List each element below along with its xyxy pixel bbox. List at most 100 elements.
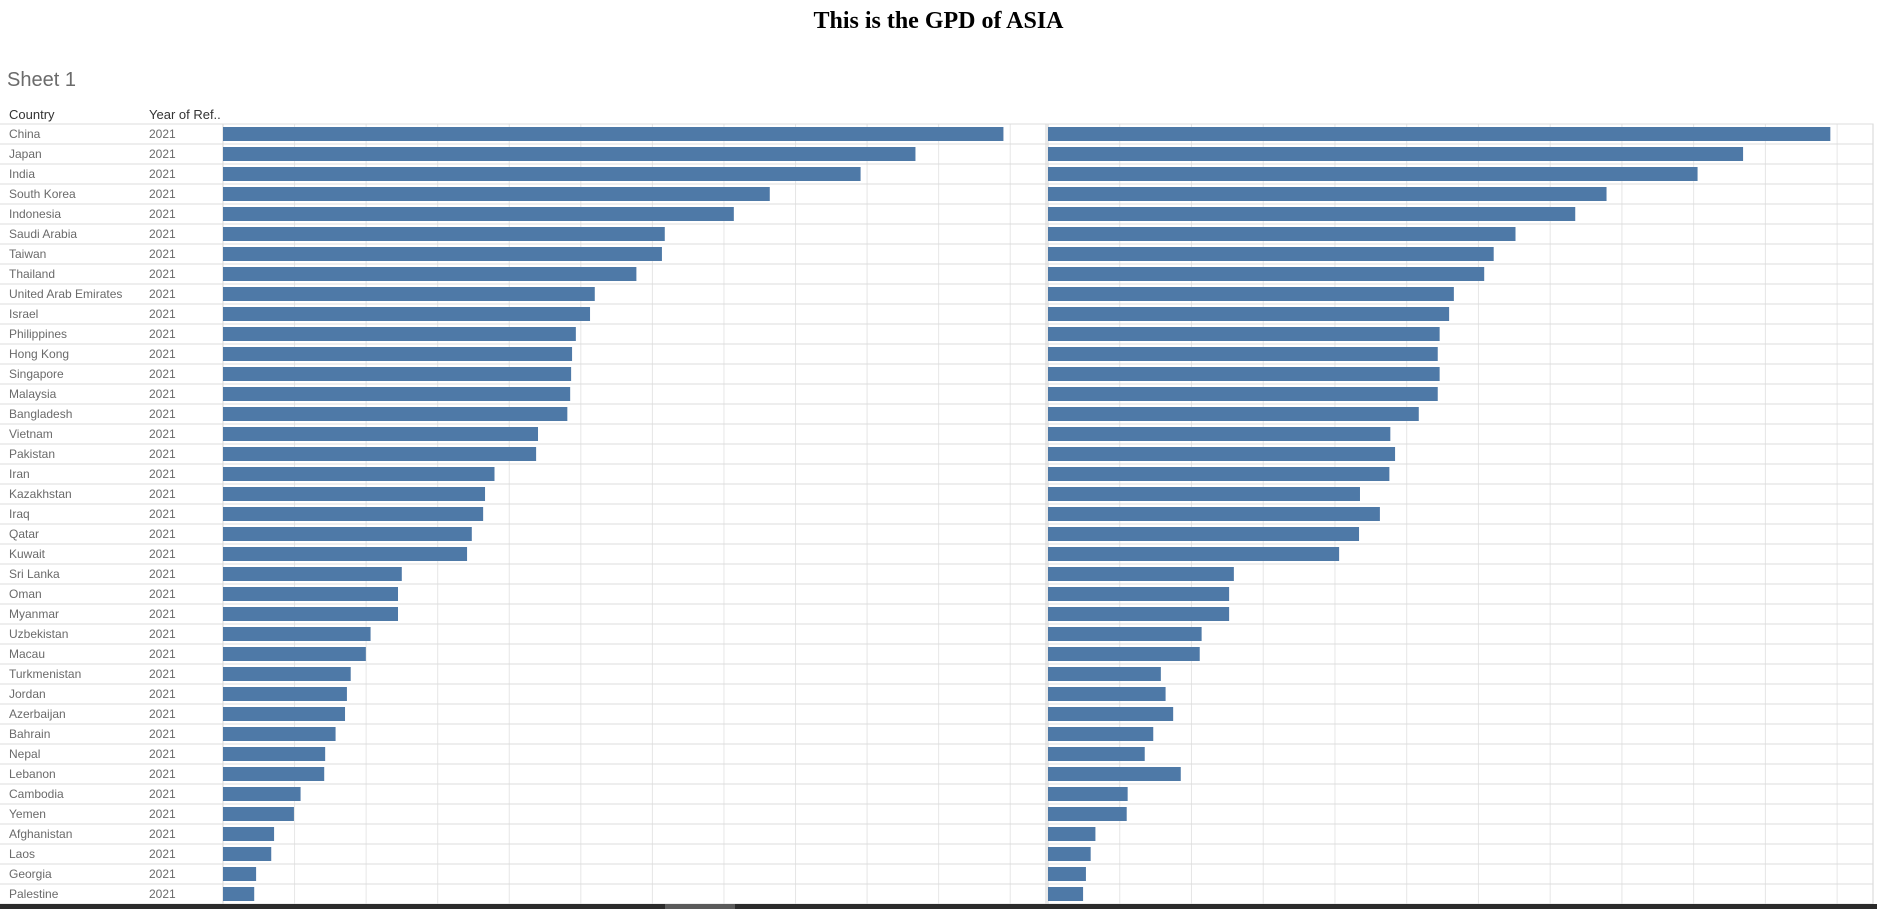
year-label: 2021 <box>149 387 176 401</box>
horizontal-scrollbar[interactable] <box>0 904 1877 909</box>
country-label: Hong Kong <box>9 347 69 361</box>
bar[interactable] <box>223 667 351 681</box>
bar[interactable] <box>1048 287 1454 301</box>
country-label: Indonesia <box>9 207 61 221</box>
bar[interactable] <box>223 287 595 301</box>
bar[interactable] <box>1048 827 1096 841</box>
year-label: 2021 <box>149 467 176 481</box>
bar[interactable] <box>223 767 325 781</box>
bar[interactable] <box>223 307 591 321</box>
country-label: Yemen <box>9 807 46 821</box>
year-label: 2021 <box>149 747 176 761</box>
bar[interactable] <box>223 447 537 461</box>
bar[interactable] <box>1048 487 1360 501</box>
bar[interactable] <box>1048 507 1380 521</box>
bar[interactable] <box>1048 627 1202 641</box>
bar[interactable] <box>1048 327 1440 341</box>
bar[interactable] <box>223 347 573 361</box>
bar[interactable] <box>223 647 366 661</box>
bar[interactable] <box>1048 307 1450 321</box>
bar[interactable] <box>1048 367 1440 381</box>
bar[interactable] <box>223 847 272 861</box>
bar[interactable] <box>1048 847 1091 861</box>
bar[interactable] <box>1048 807 1127 821</box>
bar[interactable] <box>1048 447 1396 461</box>
bar[interactable] <box>1048 167 1698 181</box>
year-label: 2021 <box>149 767 176 781</box>
bar[interactable] <box>1048 267 1485 281</box>
bar[interactable] <box>223 167 861 181</box>
year-label: 2021 <box>149 847 176 861</box>
bar[interactable] <box>223 747 326 761</box>
bar[interactable] <box>223 487 486 501</box>
bar[interactable] <box>1048 707 1174 721</box>
bar[interactable] <box>1048 687 1166 701</box>
bar[interactable] <box>223 827 275 841</box>
bar[interactable] <box>223 507 484 521</box>
bar[interactable] <box>223 267 637 281</box>
bar[interactable] <box>1048 747 1145 761</box>
bar[interactable] <box>223 407 568 421</box>
bar[interactable] <box>223 727 336 741</box>
bar[interactable] <box>223 547 468 561</box>
bar[interactable] <box>1048 567 1234 581</box>
bar[interactable] <box>223 227 665 241</box>
bar[interactable] <box>1048 147 1744 161</box>
column-header-year[interactable]: Year of Ref.. <box>149 107 221 122</box>
scrollbar-thumb[interactable] <box>665 904 735 909</box>
bar[interactable] <box>223 367 572 381</box>
bar[interactable] <box>1048 187 1607 201</box>
bar[interactable] <box>1048 867 1086 881</box>
bar[interactable] <box>223 707 346 721</box>
year-label: 2021 <box>149 407 176 421</box>
bar[interactable] <box>1048 467 1390 481</box>
bar[interactable] <box>223 147 916 161</box>
bar[interactable] <box>223 207 734 221</box>
bar[interactable] <box>223 787 301 801</box>
bar[interactable] <box>223 527 472 541</box>
bar[interactable] <box>1048 667 1161 681</box>
bar[interactable] <box>223 887 255 901</box>
bar[interactable] <box>223 867 257 881</box>
bar[interactable] <box>1048 227 1516 241</box>
year-label: 2021 <box>149 867 176 881</box>
bar[interactable] <box>1048 767 1181 781</box>
year-label: 2021 <box>149 687 176 701</box>
bar[interactable] <box>1048 527 1360 541</box>
bar[interactable] <box>223 567 402 581</box>
country-label: Qatar <box>9 527 39 541</box>
country-label: Cambodia <box>9 787 64 801</box>
bar[interactable] <box>223 627 371 641</box>
bar[interactable] <box>1048 607 1230 621</box>
bar[interactable] <box>223 247 662 261</box>
bar[interactable] <box>223 387 571 401</box>
column-header-country[interactable]: Country <box>9 107 55 122</box>
bar[interactable] <box>1048 387 1438 401</box>
bar[interactable] <box>1048 547 1340 561</box>
bar[interactable] <box>223 607 399 621</box>
bar[interactable] <box>223 687 347 701</box>
bar[interactable] <box>1048 787 1128 801</box>
bar[interactable] <box>223 327 576 341</box>
bar[interactable] <box>1048 207 1576 221</box>
bar[interactable] <box>223 807 294 821</box>
bar[interactable] <box>1048 427 1391 441</box>
bar[interactable] <box>1048 127 1831 141</box>
bar[interactable] <box>1048 587 1230 601</box>
bar[interactable] <box>223 587 399 601</box>
year-label: 2021 <box>149 727 176 741</box>
bar[interactable] <box>1048 247 1494 261</box>
country-label: Georgia <box>9 867 52 881</box>
year-label: 2021 <box>149 307 176 321</box>
bar[interactable] <box>223 467 495 481</box>
bar[interactable] <box>1048 887 1084 901</box>
bar[interactable] <box>1048 407 1419 421</box>
bar[interactable] <box>1048 647 1200 661</box>
year-label: 2021 <box>149 327 176 341</box>
bar[interactable] <box>223 187 770 201</box>
bar[interactable] <box>223 427 539 441</box>
bar[interactable] <box>1048 727 1154 741</box>
bar[interactable] <box>1048 347 1438 361</box>
bar[interactable] <box>223 127 1004 141</box>
year-label: 2021 <box>149 187 176 201</box>
